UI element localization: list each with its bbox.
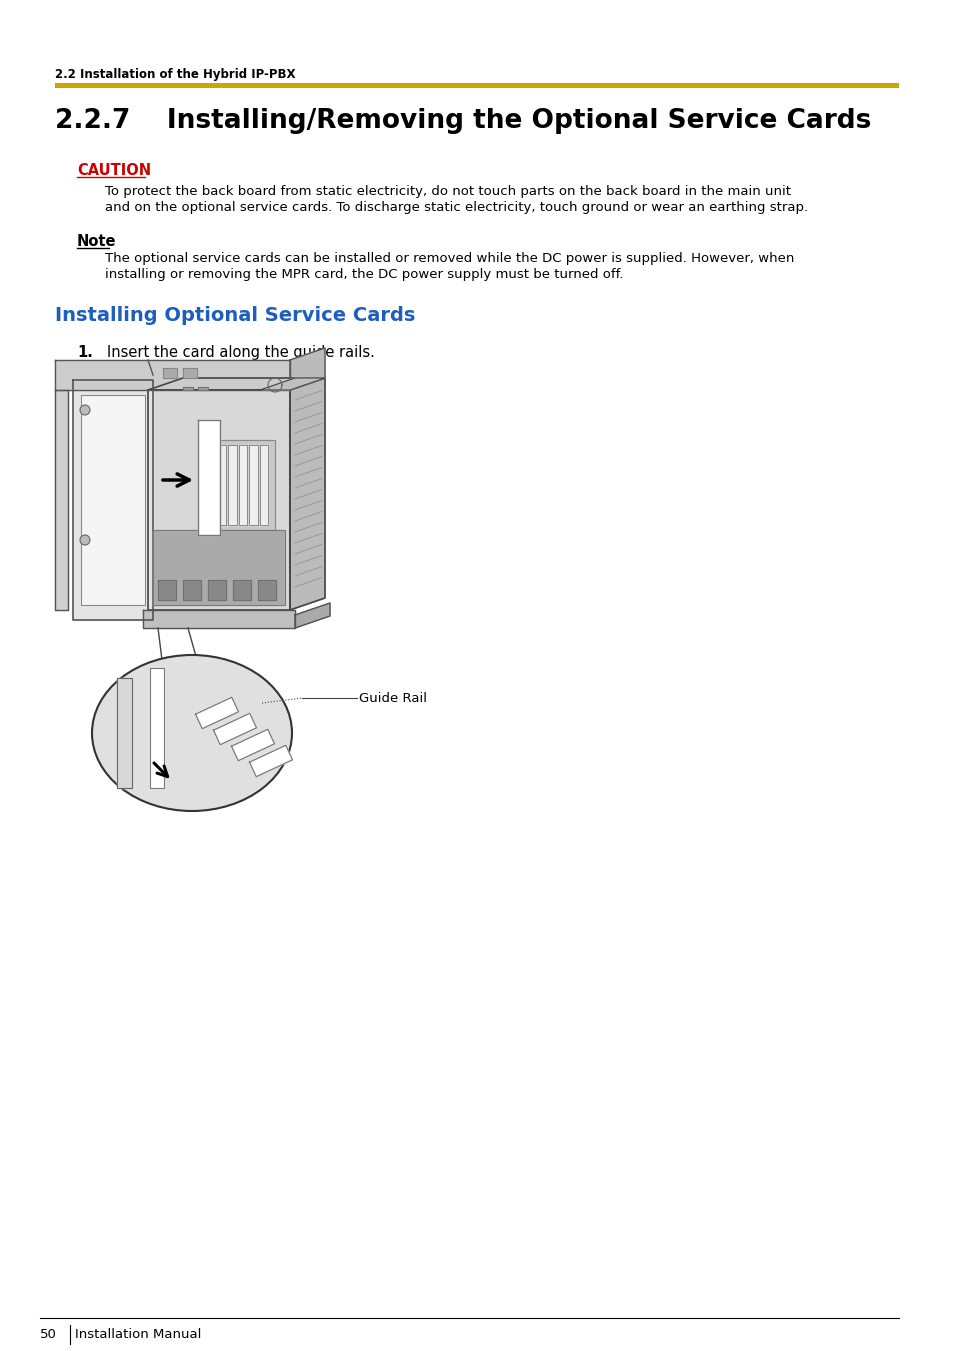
Polygon shape <box>238 444 247 526</box>
Polygon shape <box>249 444 257 526</box>
Polygon shape <box>148 378 325 390</box>
Text: Note: Note <box>77 234 116 249</box>
Text: Insert the card along the guide rails.: Insert the card along the guide rails. <box>107 345 375 359</box>
Polygon shape <box>183 367 196 378</box>
Polygon shape <box>218 444 226 526</box>
Polygon shape <box>143 611 294 628</box>
Polygon shape <box>290 378 325 611</box>
Polygon shape <box>195 697 238 728</box>
Polygon shape <box>233 580 251 600</box>
Polygon shape <box>198 420 220 535</box>
Polygon shape <box>55 390 68 611</box>
Text: 2.2 Installation of the Hybrid IP-PBX: 2.2 Installation of the Hybrid IP-PBX <box>55 68 295 81</box>
Polygon shape <box>213 713 256 744</box>
Circle shape <box>80 405 90 415</box>
Polygon shape <box>198 386 208 390</box>
Bar <box>55 82 898 88</box>
Polygon shape <box>228 444 236 526</box>
Polygon shape <box>117 678 132 788</box>
Text: 50: 50 <box>40 1328 57 1342</box>
Text: installing or removing the MPR card, the DC power supply must be turned off.: installing or removing the MPR card, the… <box>105 267 623 281</box>
Polygon shape <box>183 580 201 600</box>
Polygon shape <box>294 603 330 628</box>
Polygon shape <box>290 349 325 390</box>
Polygon shape <box>73 380 152 620</box>
Polygon shape <box>150 667 164 788</box>
Polygon shape <box>55 359 290 390</box>
Text: Installing Optional Service Cards: Installing Optional Service Cards <box>55 305 415 326</box>
Text: 1.: 1. <box>77 345 92 359</box>
Circle shape <box>80 535 90 544</box>
Polygon shape <box>213 440 274 530</box>
Polygon shape <box>232 730 274 761</box>
Polygon shape <box>152 530 285 605</box>
Polygon shape <box>148 390 290 611</box>
Polygon shape <box>163 367 177 378</box>
Text: The optional service cards can be installed or removed while the DC power is sup: The optional service cards can be instal… <box>105 253 794 265</box>
Polygon shape <box>208 580 226 600</box>
Ellipse shape <box>91 655 292 811</box>
Text: To protect the back board from static electricity, do not touch parts on the bac: To protect the back board from static el… <box>105 185 790 199</box>
Polygon shape <box>183 386 193 390</box>
Polygon shape <box>81 394 145 605</box>
Text: and on the optional service cards. To discharge static electricity, touch ground: and on the optional service cards. To di… <box>105 201 807 213</box>
Polygon shape <box>260 378 325 390</box>
Text: CAUTION: CAUTION <box>77 163 151 178</box>
Polygon shape <box>250 746 293 777</box>
Text: Installation Manual: Installation Manual <box>75 1328 201 1342</box>
Text: Guide Rail: Guide Rail <box>358 692 427 704</box>
Polygon shape <box>158 580 175 600</box>
Polygon shape <box>257 580 275 600</box>
Polygon shape <box>259 444 268 526</box>
Text: 2.2.7    Installing/Removing the Optional Service Cards: 2.2.7 Installing/Removing the Optional S… <box>55 108 870 134</box>
